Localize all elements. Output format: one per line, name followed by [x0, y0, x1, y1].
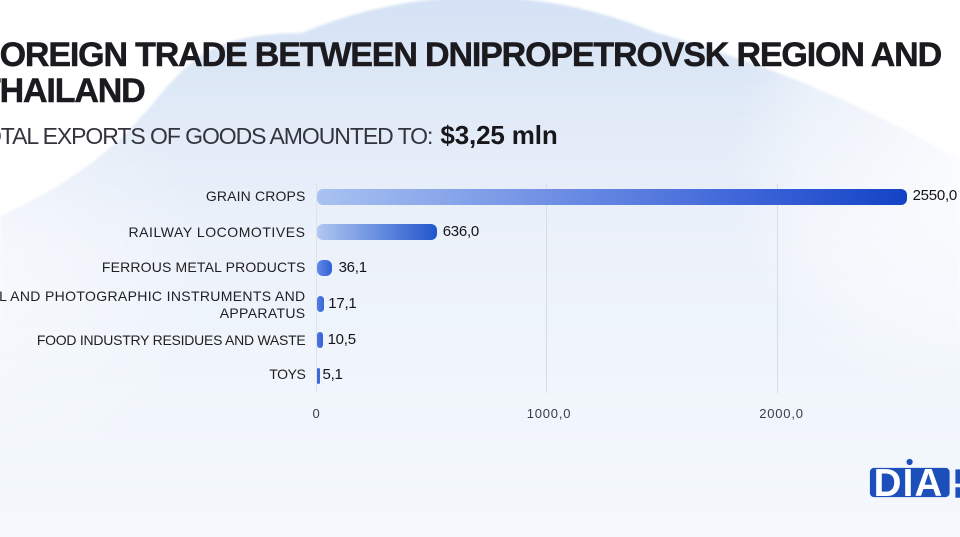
svg-text:DIA: DIA	[874, 462, 944, 505]
